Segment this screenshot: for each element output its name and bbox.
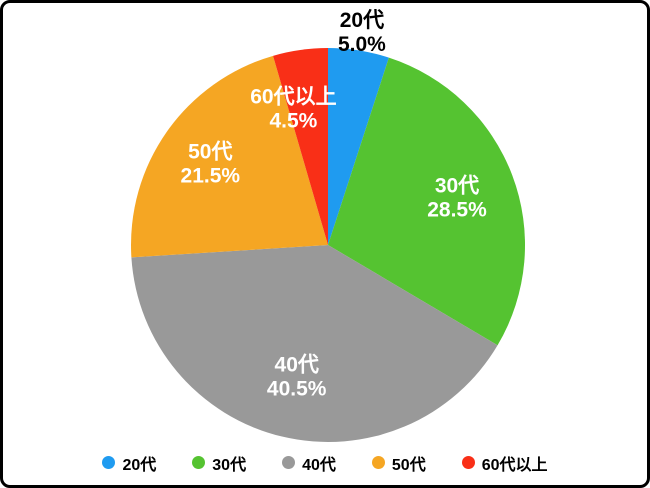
chart-legend: 20代 30代 40代 50代 60代以上 xyxy=(3,446,647,485)
legend-dot xyxy=(461,456,475,469)
pie-slice-4 xyxy=(131,55,328,258)
pie-slice-1 xyxy=(328,48,389,245)
legend-item-2: 30代 xyxy=(192,451,246,475)
pie-slice-3 xyxy=(131,245,498,443)
pie-chart: 20代 5.0% 30代 28.5% 40代 40.5% 50代 21.5%60代以上 4.5% xyxy=(131,9,526,443)
pie-slice-2 xyxy=(328,57,526,346)
legend-label: 50代 xyxy=(391,456,426,474)
slice-label-4: 50代 21.5% xyxy=(181,140,241,187)
legend-dot xyxy=(102,456,116,469)
pie-slice-5 xyxy=(273,48,328,245)
legend-dot xyxy=(192,456,206,469)
legend-item-5: 60代以上 xyxy=(461,451,548,475)
legend-label: 60代以上 xyxy=(481,456,548,474)
slice-label-3: 40代 40.5% xyxy=(267,353,327,400)
legend-label: 30代 xyxy=(212,456,247,474)
legend-label: 20代 xyxy=(122,456,157,474)
legend-dot xyxy=(371,456,385,469)
legend-item-3: 40代 xyxy=(282,451,336,475)
slice-label-2: 30代 28.5% xyxy=(427,174,487,221)
legend-item-4: 50代 xyxy=(371,451,426,475)
legend-item-1: 20代 xyxy=(102,451,156,475)
slice-label-1: 20代 5.0% xyxy=(338,9,386,56)
slice-label-5: 60代以上 4.5% xyxy=(250,85,336,132)
legend-label: 40代 xyxy=(302,456,336,474)
legend-dot xyxy=(282,456,296,469)
pie-chart-area: 20代 5.0% 30代 28.5% 40代 40.5% 50代 21.5% 60代以上 4.5% xyxy=(3,3,647,446)
